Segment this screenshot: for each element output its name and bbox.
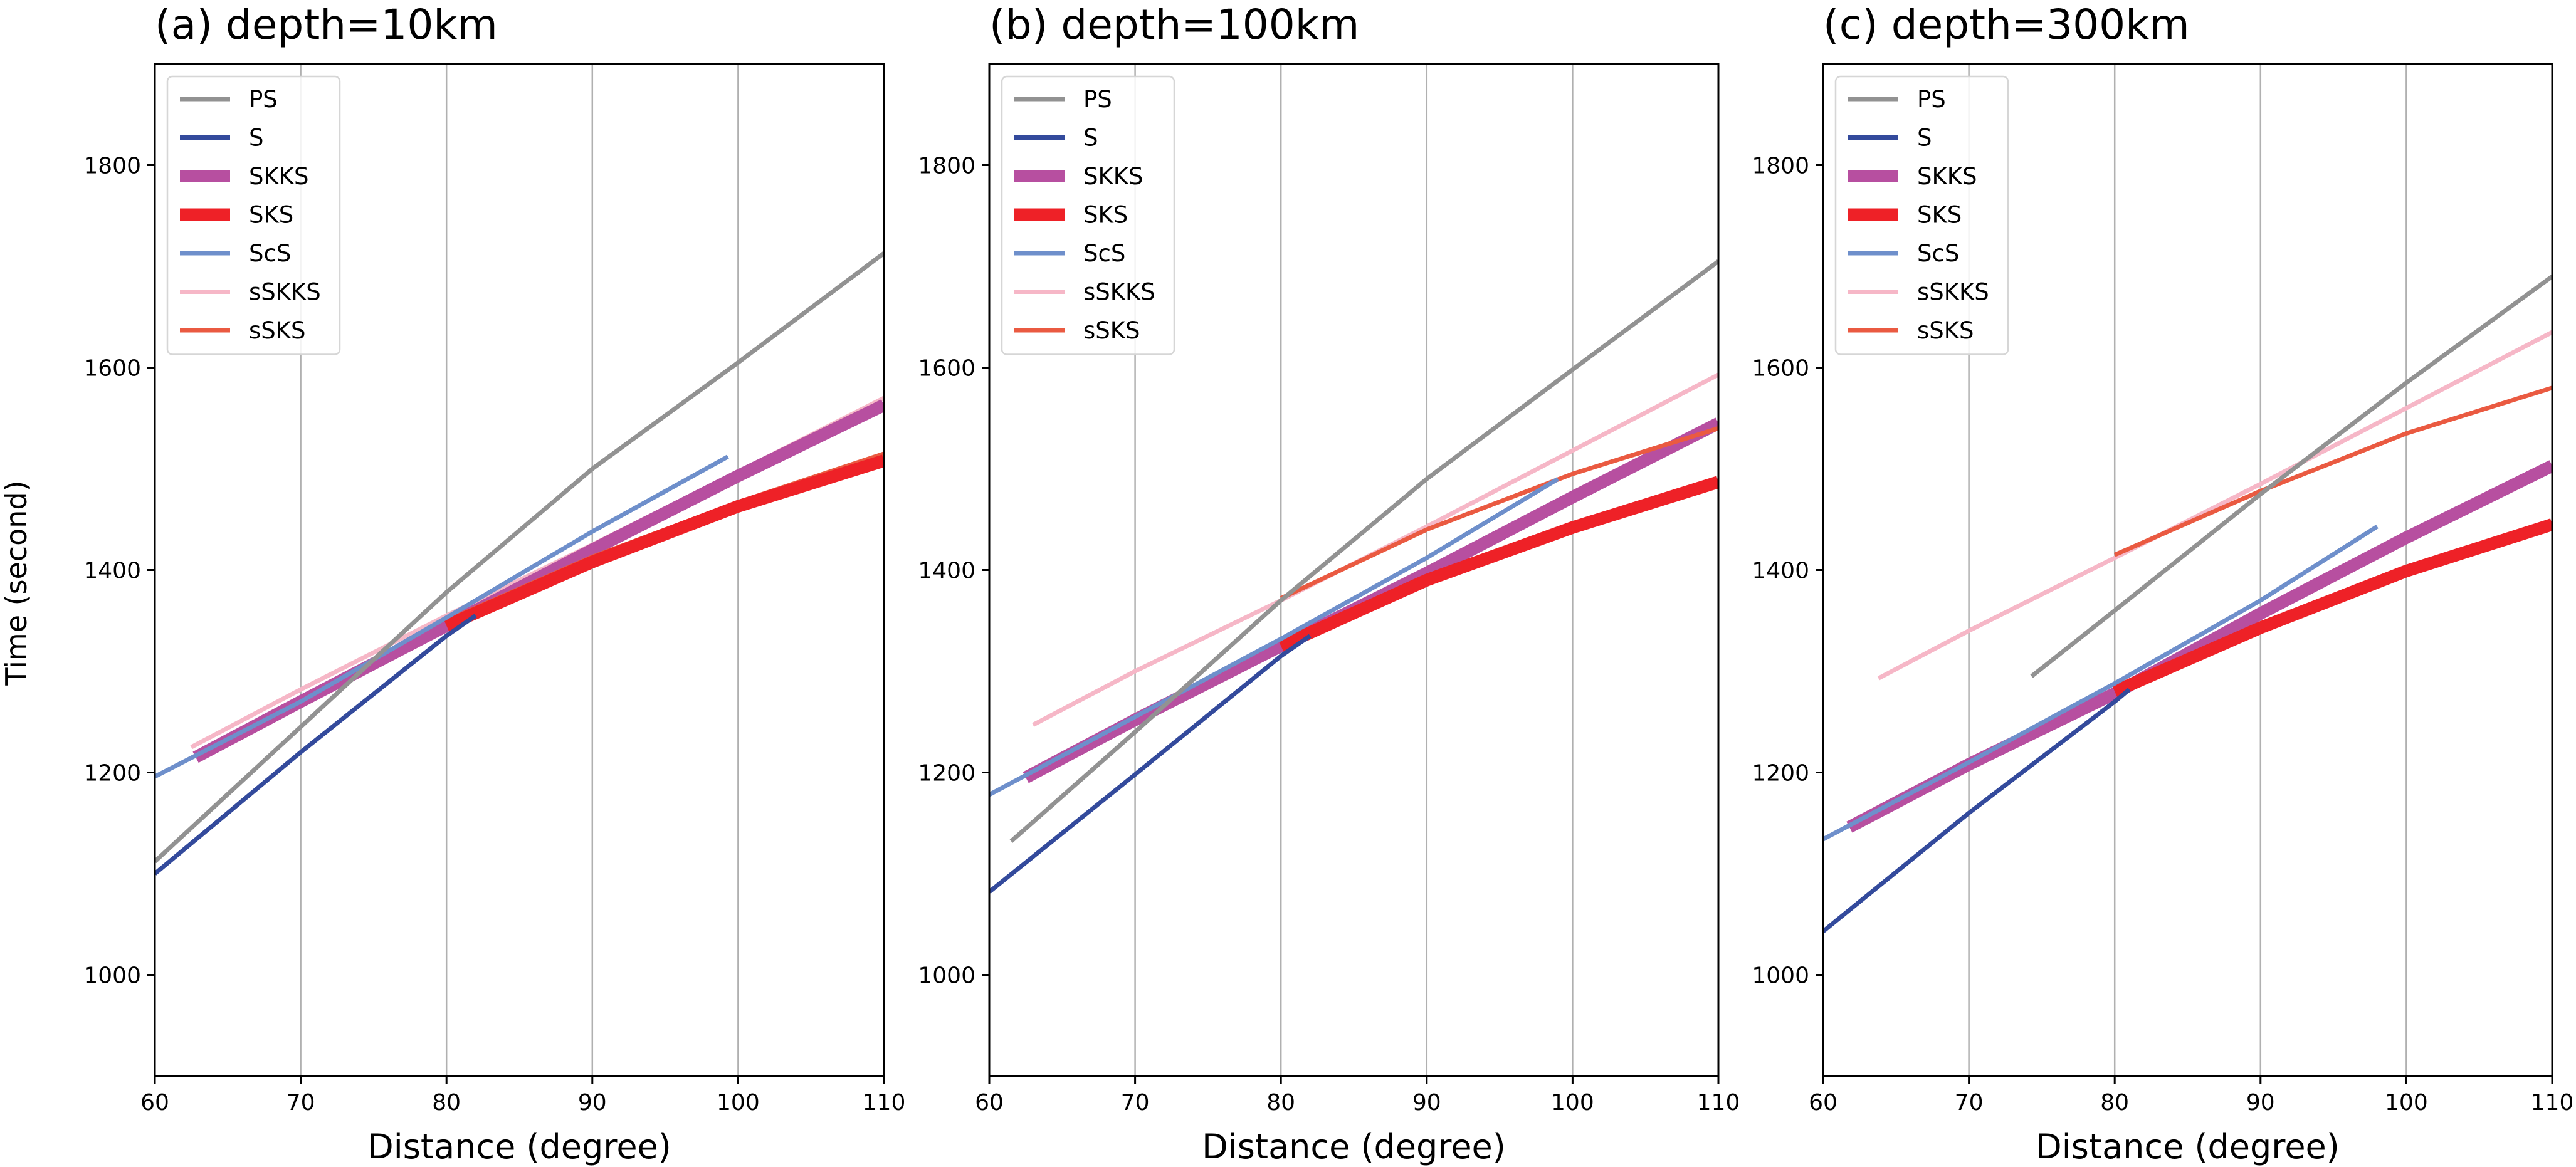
series-line-scs (155, 454, 729, 779)
x-tick-label: 60 (975, 1090, 1004, 1116)
legend-label-s: S (1083, 125, 1098, 152)
series-line-s (155, 614, 477, 876)
y-tick-label: 1200 (1752, 761, 1809, 787)
x-tick-label: 100 (717, 1090, 760, 1116)
legend: PS S SKKS SKS ScS sSKKS sSKS (1001, 75, 1175, 355)
series-line-ssks (2113, 385, 2552, 557)
legend-label-ps: PS (1917, 86, 1946, 113)
y-tick-label: 1800 (918, 154, 975, 179)
y-tick-label: 1600 (83, 356, 141, 382)
legend-box (1834, 75, 2009, 355)
legend-label-ssks: sSKS (1917, 317, 1974, 344)
x-tick-label: 70 (287, 1090, 315, 1116)
series-group (1823, 275, 2552, 933)
x-axis-label: Distance (degree) (2036, 1127, 2340, 1166)
series-line-scs (989, 477, 1559, 797)
legend-label-skks: SKKS (1917, 163, 1977, 190)
x-axis-label: Distance (degree) (1202, 1127, 1506, 1166)
x-tick-label: 80 (2100, 1090, 2129, 1116)
y-tick-label: 1400 (83, 558, 141, 584)
series-line-scs (1823, 525, 2379, 842)
series-line-ps (2030, 275, 2552, 678)
x-tick-label: 100 (2385, 1090, 2428, 1116)
x-tick-label: 60 (1809, 1090, 1837, 1116)
legend-label-sks: SKS (1917, 202, 1962, 229)
legend-label-skks: SKKS (1083, 163, 1143, 190)
chart-panel-3: 60 70 80 90 100 110 1000 1200 1400 1600 1800 (c) de… (1752, 1, 2573, 1166)
y-tick-label: 1600 (918, 356, 975, 382)
legend-label-sskks: sSKKS (1083, 279, 1155, 306)
x-tick-label: 90 (578, 1090, 607, 1116)
y-axis-label: Time (second) (0, 480, 33, 686)
legend-label-ps: PS (249, 86, 278, 113)
x-tick-label: 90 (1412, 1090, 1441, 1116)
legend: PS S SKKS SKS ScS sSKKS sSKS (1834, 75, 2009, 355)
chart-title: (c) depth=300km (1823, 1, 2190, 49)
series-line-ssks (1280, 426, 1718, 600)
y-tick-label: 1800 (83, 154, 141, 179)
x-tick-label: 110 (2531, 1090, 2574, 1116)
series-group (989, 259, 1718, 894)
legend-label-s: S (249, 125, 264, 152)
x-tick-label: 110 (1697, 1090, 1740, 1116)
chart-panel-1: 60 70 80 90 100 110 1000 1200 1400 1600 1800 (a) de… (83, 1, 905, 1166)
x-tick-label: 70 (1121, 1090, 1150, 1116)
series-line-ps (1009, 259, 1718, 843)
y-tick-label: 1200 (918, 761, 975, 787)
series-line-ps (155, 251, 884, 864)
legend-label-ssks: sSKS (1083, 317, 1140, 344)
legend-label-s: S (1917, 125, 1932, 152)
legend-label-scs: ScS (249, 240, 291, 267)
y-tick-label: 1000 (1752, 963, 1809, 989)
series-line-sks (444, 454, 884, 632)
legend-label-skks: SKKS (249, 163, 309, 190)
x-tick-label: 60 (140, 1090, 169, 1116)
y-tick-label: 1600 (1752, 356, 1809, 382)
legend-label-scs: ScS (1083, 240, 1125, 267)
chart-title: (a) depth=10km (155, 1, 498, 49)
series-line-s (1823, 688, 2131, 933)
series-group (155, 251, 884, 876)
legend-label-ps: PS (1083, 86, 1112, 113)
legend-label-sskks: sSKKS (1917, 279, 1989, 306)
y-tick-label: 1200 (83, 761, 141, 787)
x-tick-label: 90 (2246, 1090, 2275, 1116)
legend-label-ssks: sSKS (249, 317, 306, 344)
series-line-sks (1278, 476, 1718, 652)
x-tick-label: 100 (1551, 1090, 1594, 1116)
chart-panel-2: 60 70 80 90 100 110 1000 1200 1400 1600 1800 (b) de… (918, 1, 1740, 1166)
x-tick-label: 80 (432, 1090, 461, 1116)
x-tick-label: 110 (863, 1090, 906, 1116)
legend-label-sks: SKS (249, 202, 293, 229)
legend-label-sskks: sSKKS (249, 279, 321, 306)
y-tick-label: 1000 (918, 963, 975, 989)
y-tick-label: 1400 (1752, 558, 1809, 584)
y-tick-label: 1000 (83, 963, 141, 989)
legend-label-sks: SKS (1083, 202, 1128, 229)
y-tick-label: 1800 (1752, 154, 1809, 179)
legend: PS S SKKS SKS ScS sSKKS sSKS (166, 75, 341, 355)
legend-box (1001, 75, 1175, 355)
x-axis-label: Distance (degree) (367, 1127, 671, 1166)
series-line-s (989, 634, 1312, 894)
legend-box (166, 75, 341, 355)
chart-title: (b) depth=100km (989, 1, 1359, 49)
legend-label-scs: ScS (1917, 240, 1959, 267)
y-tick-label: 1400 (918, 558, 975, 584)
x-tick-label: 70 (1955, 1090, 1984, 1116)
x-tick-label: 80 (1266, 1090, 1295, 1116)
series-line-sks (2112, 518, 2552, 698)
series-line-skks (1846, 460, 2552, 833)
